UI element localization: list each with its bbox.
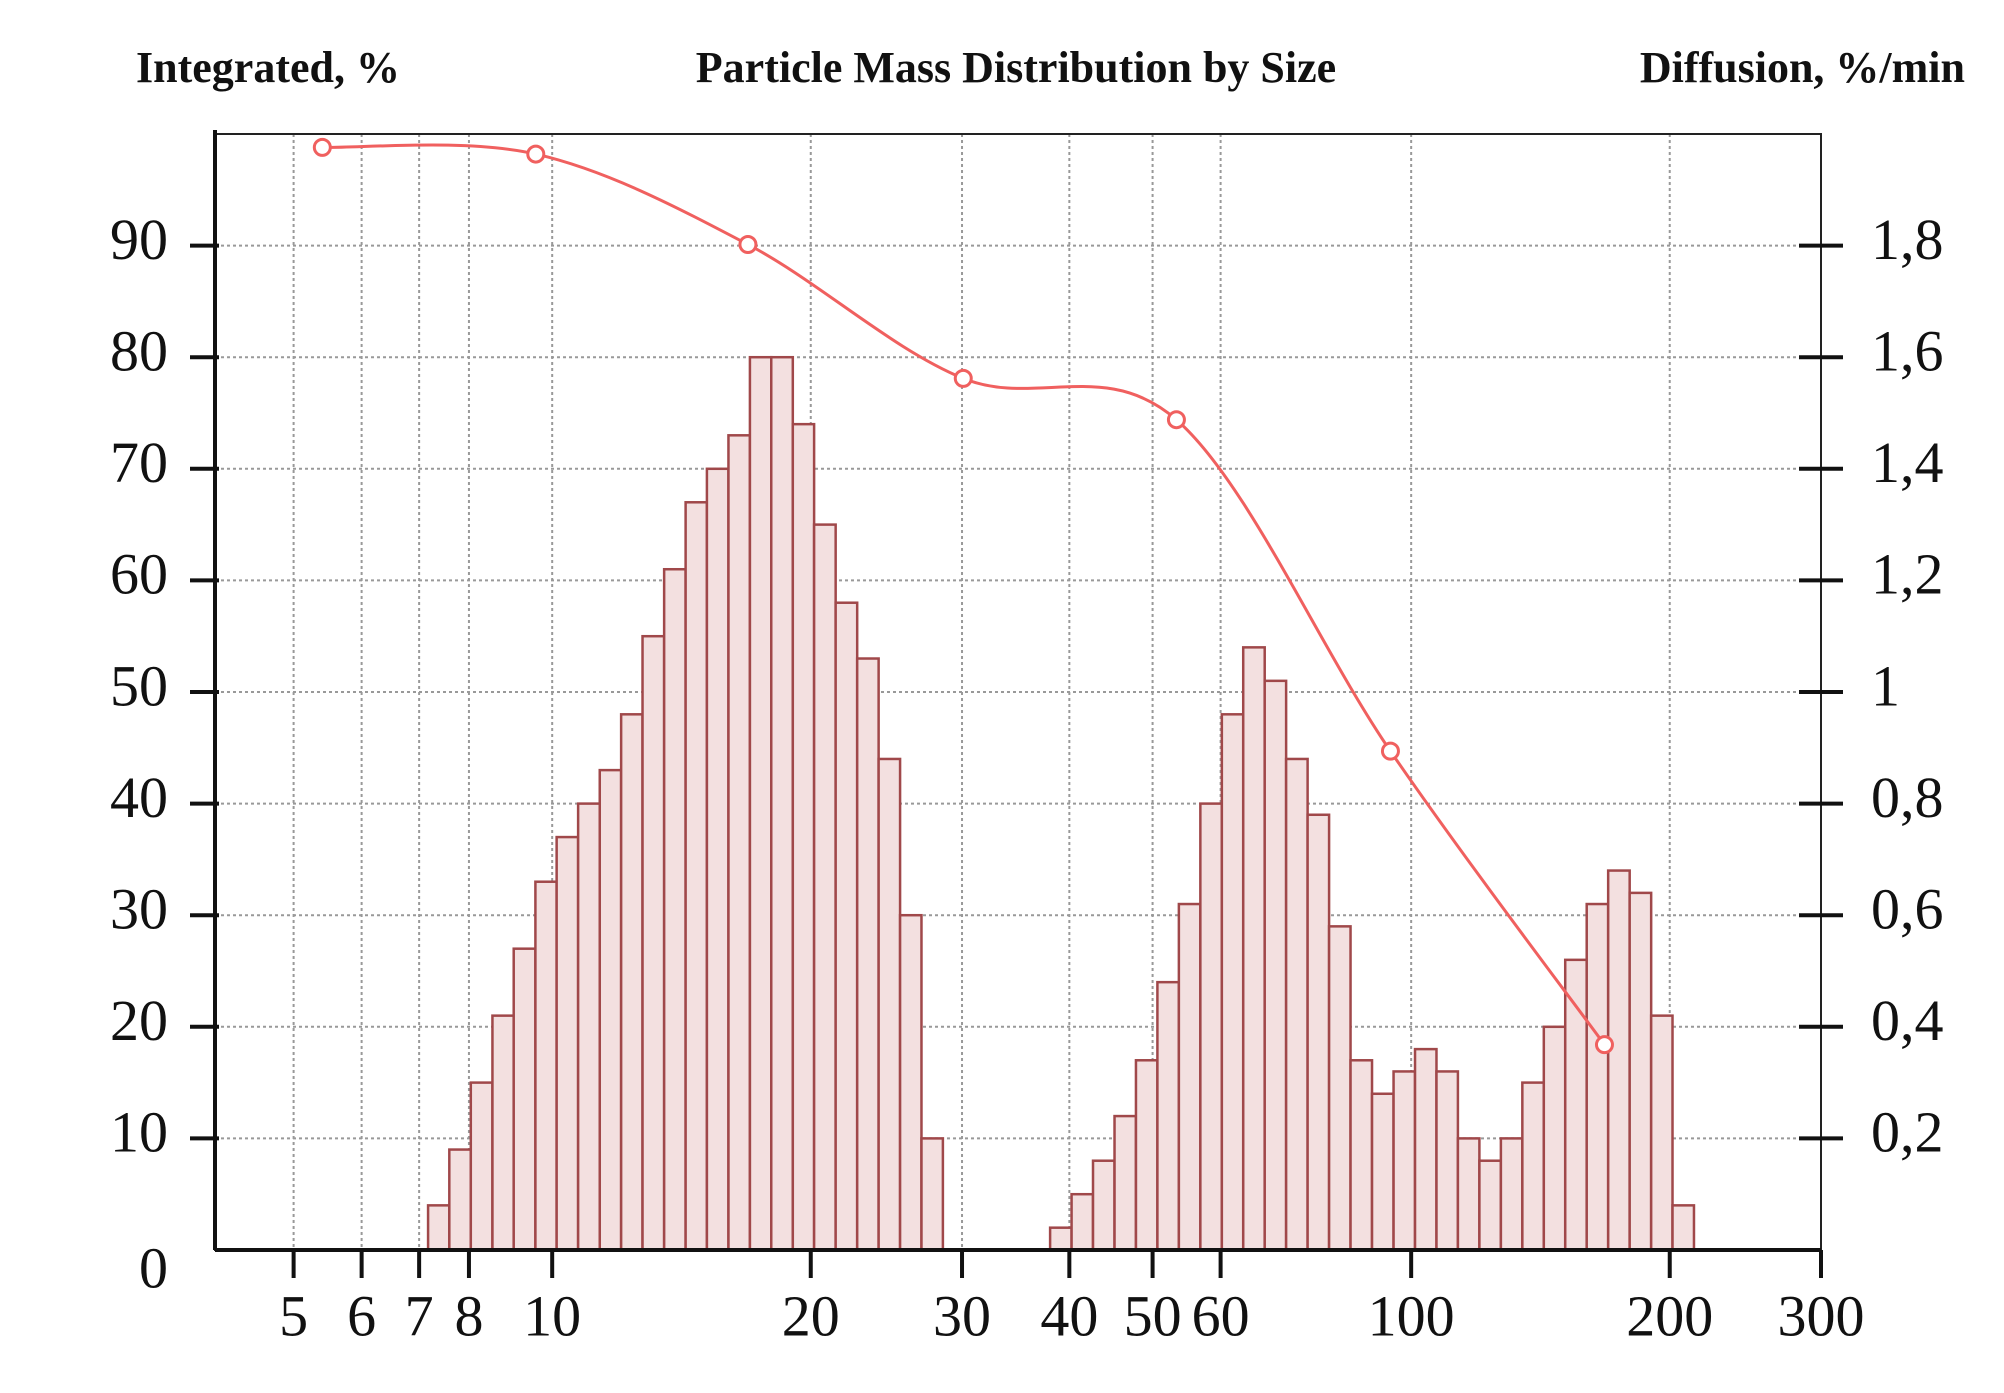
histogram-bar <box>898 913 923 1252</box>
histogram-bar <box>491 1014 515 1252</box>
histogram-bar <box>1392 1070 1417 1252</box>
histogram-bar <box>1606 869 1631 1252</box>
histogram-bar <box>512 947 537 1252</box>
x-tick-label: 50 <box>1124 1283 1182 1348</box>
histogram-bar <box>1521 1081 1546 1252</box>
y-tick-label: 50 <box>110 653 168 718</box>
x-tick-label: 60 <box>1192 1283 1250 1348</box>
histogram-bar <box>662 567 687 1252</box>
x-tick-label: 30 <box>933 1283 991 1348</box>
histogram-bar <box>920 1137 945 1252</box>
y2-tick-label: 1,8 <box>1871 207 1944 272</box>
histogram-bar <box>1628 891 1653 1252</box>
x-tick-label: 5 <box>279 1283 308 1348</box>
y2-tick-label: 1,2 <box>1871 542 1944 607</box>
histogram-bar <box>1649 1014 1674 1252</box>
histogram-bar <box>1327 925 1352 1252</box>
y2-tick-label: 1 <box>1871 653 1900 718</box>
histogram-bar <box>1241 646 1266 1252</box>
histogram-bar <box>1499 1137 1524 1252</box>
y-tick-label: 40 <box>110 765 168 830</box>
histogram-bar <box>426 1204 451 1252</box>
y-axis-label: Integrated, % <box>136 43 400 92</box>
histogram-bar <box>641 634 666 1252</box>
x-tick-label: 20 <box>782 1283 840 1348</box>
y-tick-label: 20 <box>110 988 168 1053</box>
histogram-bar <box>448 1148 473 1252</box>
y2-tick-label: 0,4 <box>1871 988 1944 1053</box>
line-marker <box>1380 741 1400 761</box>
histogram-bar <box>1585 902 1610 1252</box>
line-marker <box>738 234 758 254</box>
histogram-bar <box>855 657 880 1252</box>
x-tick-label: 6 <box>347 1283 376 1348</box>
histogram-bar <box>727 434 752 1252</box>
histogram-bar <box>1091 1159 1116 1252</box>
histogram-bar <box>598 768 623 1252</box>
histogram-bar <box>1263 679 1288 1252</box>
y2-tick-label: 0,2 <box>1871 1100 1944 1165</box>
histogram-bar <box>534 880 558 1252</box>
histogram-bar <box>1413 1047 1438 1252</box>
histogram-bar <box>1220 713 1245 1252</box>
chart-title: Particle Mass Distribution by Size <box>696 43 1336 92</box>
histogram-bar <box>877 757 902 1252</box>
histogram-bar <box>1199 802 1224 1252</box>
x-tick-label: 7 <box>405 1283 434 1348</box>
histogram-bar <box>576 802 602 1252</box>
y2-tick-label: 1,4 <box>1871 430 1944 495</box>
line-marker <box>1594 1035 1614 1055</box>
line-marker <box>953 368 973 388</box>
line-marker <box>526 144 546 164</box>
histogram-bar <box>1048 1226 1073 1252</box>
y-tick-label: 60 <box>110 542 168 607</box>
integrated-line <box>322 143 1606 1046</box>
histogram-bar <box>555 835 580 1252</box>
histogram-bar <box>1456 1137 1481 1252</box>
y2-tick-label: 1,6 <box>1871 319 1944 384</box>
histogram-bar <box>1478 1159 1503 1252</box>
x-tick-label: 200 <box>1626 1283 1713 1348</box>
y2-tick-label: 0,8 <box>1871 765 1944 830</box>
histogram-bar <box>619 713 644 1252</box>
histogram-bar <box>791 422 816 1252</box>
y2-tick-label: 0,6 <box>1871 877 1944 942</box>
x-tick-label: 8 <box>454 1283 483 1348</box>
histogram-bar <box>1671 1204 1696 1252</box>
y2-axis-label: Diffusion, %/min <box>1640 43 1965 92</box>
line-marker <box>312 137 332 157</box>
x-tick-label: 300 <box>1778 1283 1865 1348</box>
histogram-bar <box>1177 902 1202 1252</box>
histogram-bar <box>1156 980 1181 1252</box>
histogram-bar <box>1070 1192 1095 1252</box>
histogram-bar <box>469 1081 494 1252</box>
histogram-bar <box>1306 813 1331 1252</box>
x-tick-label: 10 <box>523 1283 581 1348</box>
y-tick-label: 30 <box>110 877 168 942</box>
histogram-bar <box>1349 1059 1374 1252</box>
histogram-bar <box>834 601 859 1252</box>
line-marker <box>1166 410 1186 430</box>
x-tick-label: 40 <box>1040 1283 1098 1348</box>
histogram-bar <box>1563 958 1588 1252</box>
x-tick-label: 100 <box>1368 1283 1455 1348</box>
y-tick-label: 70 <box>110 430 168 495</box>
histogram-bar <box>705 467 730 1252</box>
y-tick-label: 10 <box>110 1100 168 1165</box>
y-tick-label: 80 <box>110 319 168 384</box>
histogram-bar <box>770 355 795 1252</box>
histogram-bar <box>748 355 773 1252</box>
y-tick-label: 0 <box>139 1235 168 1300</box>
histogram-bar <box>1134 1059 1159 1252</box>
y-tick-label: 90 <box>110 207 168 272</box>
histogram-bar <box>684 501 709 1252</box>
histogram-bar <box>812 523 837 1252</box>
histogram-bar <box>1542 1025 1567 1252</box>
histogram-bar <box>1113 1114 1138 1252</box>
histogram-bar <box>1284 757 1309 1252</box>
histogram-bar <box>1435 1070 1460 1252</box>
histogram-bar <box>1370 1092 1395 1252</box>
